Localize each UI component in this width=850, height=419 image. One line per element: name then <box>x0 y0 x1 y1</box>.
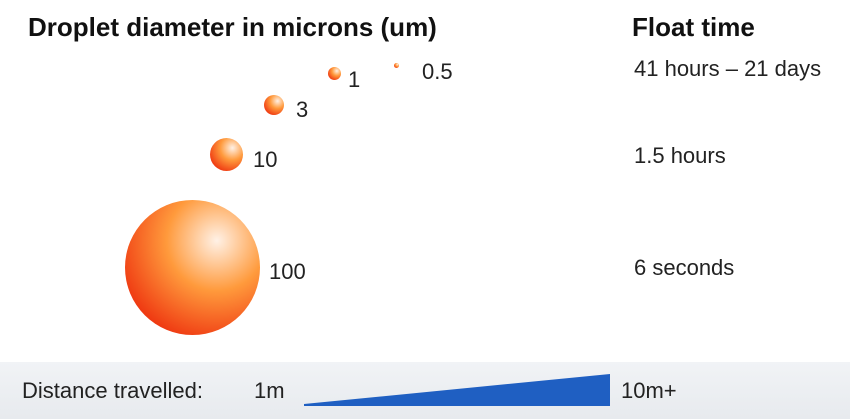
droplet-100-label: 100 <box>269 259 306 284</box>
float-time-100-micron: 6 seconds <box>634 255 735 280</box>
distance-max-label: 10m+ <box>621 378 677 403</box>
droplet-3-label: 3 <box>296 97 309 122</box>
distance-travelled-label: Distance travelled: <box>22 378 203 403</box>
droplet-3-circle <box>264 95 284 115</box>
float-time-10-micron: 1.5 hours <box>634 143 726 168</box>
droplet-diameter-title: Droplet diameter in microns (um) <box>28 12 437 42</box>
distance-band <box>0 362 850 419</box>
droplet-100-circle <box>125 200 260 335</box>
droplet-1-label: 1 <box>348 67 361 92</box>
droplet-0-5-label: 0.5 <box>422 59 453 84</box>
distance-wedge <box>304 374 610 406</box>
float-time-small-droplets: 41 hours – 21 days <box>634 56 822 81</box>
distance-min-label: 1m <box>254 378 285 403</box>
droplet-10-label: 10 <box>253 147 278 172</box>
float-time-title: Float time <box>632 12 755 42</box>
droplet-0-5-circle <box>394 63 399 68</box>
droplet-1-circle <box>328 67 341 80</box>
droplet-10-circle <box>210 138 243 171</box>
distance-wedge-shape <box>304 374 610 406</box>
